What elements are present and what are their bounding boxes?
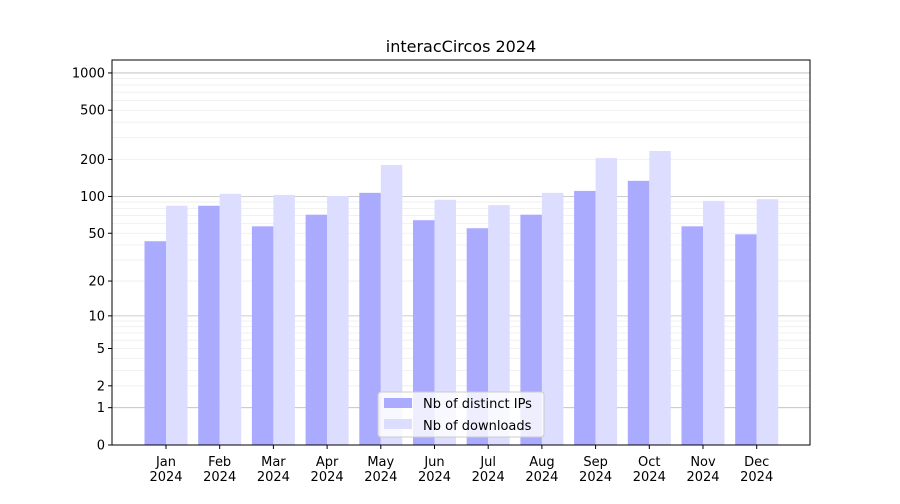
y-tick-label: 5 [97, 342, 105, 357]
x-tick-label: Nov 2024 [686, 455, 719, 485]
plot-frame [111, 59, 811, 446]
bar-downloads [166, 205, 188, 445]
bar-ips [627, 180, 650, 445]
y-tick-label: 20 [88, 275, 105, 290]
y-tick-label: 2 [97, 379, 105, 394]
bar-downloads [380, 165, 403, 445]
bar-ips [681, 226, 703, 445]
x-tick-label: Jun 2024 [418, 455, 451, 485]
bar-downloads [273, 194, 295, 445]
bar-downloads [703, 200, 725, 445]
bar-ips [305, 214, 328, 445]
legend-swatch-downloads [384, 419, 412, 429]
bar-downloads [756, 199, 779, 445]
bar-ips [198, 205, 220, 445]
bars [144, 150, 779, 446]
bar-downloads [434, 199, 456, 445]
bar-ips [520, 214, 542, 445]
y-tick-label: 50 [88, 227, 105, 242]
bar-downloads [541, 192, 564, 445]
bar-ips [251, 226, 274, 445]
y-tick-label: 1 [97, 401, 105, 416]
legend-swatch-ips [384, 398, 412, 408]
x-tick-label: Apr 2024 [311, 455, 344, 485]
bar-downloads [488, 205, 510, 445]
chart-title: interacCircos 2024 [386, 37, 536, 56]
x-tick-label: May 2024 [364, 455, 397, 485]
bar-downloads [327, 195, 349, 445]
y-tick-label: 1000 [72, 66, 105, 81]
legend-box [377, 391, 545, 438]
y-tick-label: 10 [88, 309, 105, 324]
bar-downloads [649, 150, 671, 445]
bar-ips [359, 192, 381, 445]
x-tick-label: Oct 2024 [633, 455, 666, 485]
legend-label-downloads: Nb of downloads [423, 419, 532, 434]
x-tick-label: Feb 2024 [203, 455, 236, 485]
bar-ips [466, 228, 489, 445]
bar-ips [735, 234, 757, 445]
bar-downloads [595, 158, 618, 446]
x-tick-label: Dec 2024 [740, 455, 773, 485]
x-axis: Jan 2024 Feb 2024 Mar 2024 Apr 2024 May 2024 Jun 20… [149, 445, 773, 485]
x-tick-label: Aug 2024 [525, 455, 558, 485]
x-tick-label: Mar 2024 [257, 455, 290, 485]
bar-downloads [219, 193, 242, 445]
bar-ips [413, 220, 435, 445]
x-tick-label: Sep 2024 [579, 455, 612, 485]
x-tick-label: Jan 2024 [149, 455, 182, 485]
bar-ips [574, 190, 596, 445]
legend: Nb of distinct IPs Nb of downloads [377, 391, 545, 438]
y-tick-label: 500 [80, 104, 105, 119]
bar-ips [144, 241, 166, 445]
legend-label-ips: Nb of distinct IPs [423, 397, 532, 412]
x-tick-label: Jul 2024 [472, 455, 505, 485]
y-tick-label: 200 [80, 153, 105, 168]
y-tick-label: 100 [80, 190, 105, 205]
y-axis: 0 1 2 5 10 20 50 100 200 500 1000 [72, 66, 112, 454]
y-tick-label: 0 [97, 439, 105, 454]
